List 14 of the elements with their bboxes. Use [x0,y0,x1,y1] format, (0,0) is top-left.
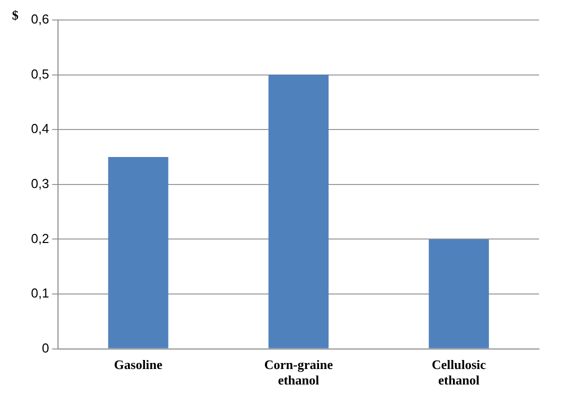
bar [428,239,489,348]
y-tick-label: 0,6 [30,12,50,27]
y-tick-label: 0,5 [30,66,50,82]
x-tick-label: Gasoline [114,356,163,372]
y-axis-title: $ [12,7,19,22]
y-tick-label: 0,4 [30,121,50,136]
bar [108,157,168,348]
x-tick-label: Corn-graine ethanol [264,356,334,388]
y-tick-label: 0,2 [30,230,50,246]
bar [268,74,329,348]
y-tick-label: 0 [42,340,50,356]
y-tick-label: 0,1 [30,286,50,301]
y-tick-label: 0,3 [30,176,50,191]
x-tick-label: Cellulosic ethanol [432,356,486,388]
